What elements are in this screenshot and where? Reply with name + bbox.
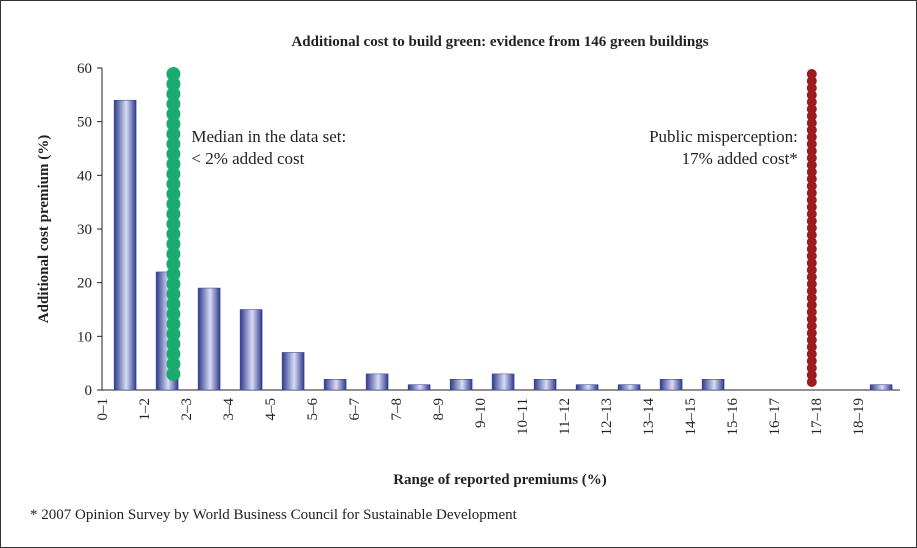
bar [491,373,515,391]
bar [617,384,641,391]
bar [281,352,305,391]
bar [323,379,347,391]
y-tick-label: 40 [77,168,92,184]
bar [533,379,557,391]
reference-label: Public misperception: [649,127,798,146]
x-tick-label: 13–14 [641,398,657,436]
reference-label: Median in the data set: [191,127,346,146]
x-tick-label: 6–7 [347,398,363,421]
bar [659,379,683,391]
x-tick-label: 18–19 [851,398,867,436]
y-tick-label: 50 [77,115,92,131]
bar [701,379,725,391]
bar [197,287,221,391]
bar [407,384,431,391]
bar [869,384,893,391]
x-tick-label: 10–11 [515,398,531,435]
y-tick-label: 20 [77,276,92,292]
x-tick-label: 17–18 [809,398,825,436]
reference-label: < 2% added cost [191,149,304,168]
x-tick-label: 9–10 [473,398,489,428]
bar [365,373,389,391]
x-tick-label: 15–16 [725,398,741,436]
x-axis-label: Range of reported premiums (%) [393,472,607,488]
x-tick-label: 2–3 [179,398,195,421]
y-axis-label: Additional cost premium (%) [36,135,52,323]
chart-title: Additional cost to build green: evidence… [291,34,708,50]
x-tick-label: 7–8 [389,398,405,421]
x-tick-label: 12–13 [599,398,615,436]
bar [449,379,473,391]
x-tick-label: 8–9 [431,398,447,421]
x-tick-label: 4–5 [263,398,279,421]
reference-label: 17% added cost* [682,149,798,168]
x-tick-label: 0–1 [95,398,111,421]
x-tick-label: 5–6 [305,398,321,421]
x-tick-label: 3–4 [221,398,237,421]
x-tick-label: 16–17 [767,398,783,436]
y-tick-label: 0 [85,383,93,399]
y-tick-label: 60 [77,61,92,77]
footnote: * 2007 Opinion Survey by World Business … [30,507,518,523]
x-tick-label: 14–15 [683,398,699,436]
y-tick-label: 10 [77,329,92,345]
x-tick-label: 1–2 [137,398,153,421]
bar [113,99,137,391]
x-tick-label: 11–12 [557,398,573,435]
bar [575,384,599,391]
y-tick-label: 30 [77,222,92,238]
bar [239,309,263,391]
